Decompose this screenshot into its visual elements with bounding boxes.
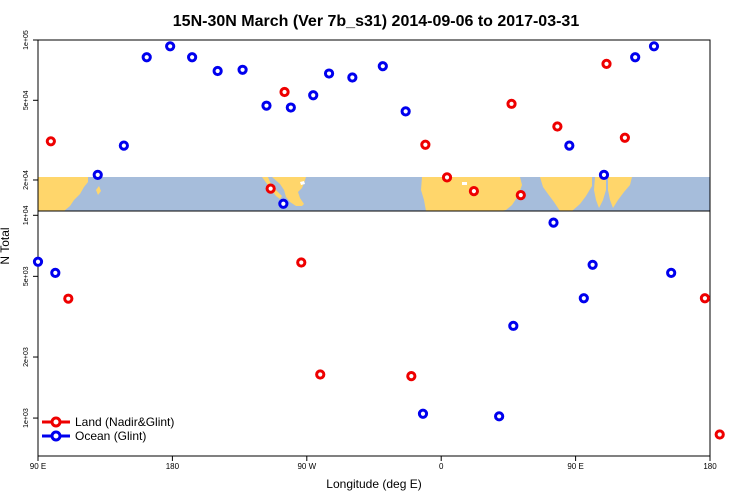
y-tick-label: 2e+03: [23, 347, 30, 367]
ocean-point: [308, 90, 319, 101]
ocean-point: [630, 52, 641, 63]
y-tick-label: 5e+03: [23, 266, 30, 286]
ocean-point: [187, 52, 198, 63]
ocean-point: [377, 61, 388, 72]
land-point: [315, 369, 326, 380]
x-tick-label: 90 E: [30, 462, 46, 471]
land-point: [45, 136, 56, 147]
x-axis-label: Longitude (deg E): [326, 477, 421, 491]
y-tick-label: 1e+03: [23, 408, 30, 428]
ocean-point: [417, 408, 429, 419]
land-point: [441, 172, 453, 183]
lake-1: [300, 181, 305, 185]
ocean-point: [118, 140, 129, 151]
legend-ocean-marker: [50, 430, 62, 442]
land-point: [699, 293, 711, 304]
x-tick-label: 180: [703, 462, 717, 471]
land-point: [296, 257, 307, 268]
chart-title: 15N-30N March (Ver 7b_s31) 2014-09-06 to…: [173, 13, 580, 30]
x-tick-label: 90 E: [567, 462, 583, 471]
ocean-point: [587, 259, 598, 270]
x-tick-label: 180: [166, 462, 180, 471]
ocean-point: [237, 64, 248, 75]
y-axis-label: N Total: [0, 227, 12, 264]
world-map-strip: [38, 177, 710, 211]
ocean-point: [648, 41, 660, 52]
land-point: [468, 185, 480, 197]
y-tick-label: 1e+05: [23, 30, 30, 50]
land-point: [515, 190, 526, 201]
ocean-point: [278, 198, 289, 209]
y-tick-label: 2e+04: [23, 170, 30, 190]
y-tick-label: 5e+04: [23, 90, 30, 110]
land-point: [63, 293, 74, 304]
legend: Land (Nadir&Glint) Ocean (Glint): [42, 415, 174, 443]
ocean-point: [141, 52, 152, 63]
ocean-point: [508, 320, 519, 331]
ocean-point: [578, 293, 589, 304]
ocean-point: [564, 140, 575, 151]
land-point: [506, 98, 517, 109]
land-point: [420, 139, 431, 150]
ocean-series: [32, 41, 677, 422]
lower-panel-frame: [37, 210, 711, 457]
land-indochina: [608, 177, 632, 208]
ocean-point: [92, 169, 103, 181]
ocean-point: [598, 169, 610, 181]
lake-2: [462, 182, 467, 185]
data-points: [32, 41, 725, 440]
ocean-point: [548, 217, 559, 228]
land-point: [552, 121, 563, 132]
ocean-point: [666, 267, 677, 278]
land-point: [601, 58, 612, 69]
land-point: [279, 86, 290, 98]
x-tick-label: 90 W: [297, 462, 316, 471]
ocean-point: [285, 102, 296, 113]
legend-land-label: Land (Nadir&Glint): [75, 415, 174, 429]
ocean-point: [347, 72, 358, 83]
land-india: [540, 177, 592, 211]
ocean-point: [212, 65, 223, 77]
land-series: [45, 58, 725, 440]
land-point: [406, 371, 417, 382]
land-asia-west: [38, 177, 88, 211]
ocean-point: [494, 411, 505, 422]
ocean-point: [32, 256, 44, 267]
land-mexico: [272, 177, 306, 206]
land-taiwan: [96, 186, 101, 195]
y-tick-label: 1e+04: [23, 205, 30, 225]
legend-land-marker: [50, 416, 62, 428]
ocean-point: [323, 68, 335, 79]
land-point: [714, 429, 725, 440]
land-point: [265, 183, 276, 194]
legend-ocean-label: Ocean (Glint): [75, 429, 146, 443]
land-point: [619, 132, 630, 143]
land-myanmar: [594, 177, 606, 208]
ocean-point: [400, 106, 411, 117]
ocean-point: [165, 41, 176, 52]
x-tick-label: 0: [439, 462, 444, 471]
ocean-point: [50, 267, 61, 278]
axes: 90 E 180 90 W 0 90 E 180 1e+05 5e+04 2e+04 1e+04 5…: [23, 30, 717, 471]
ocean-point: [261, 100, 272, 111]
